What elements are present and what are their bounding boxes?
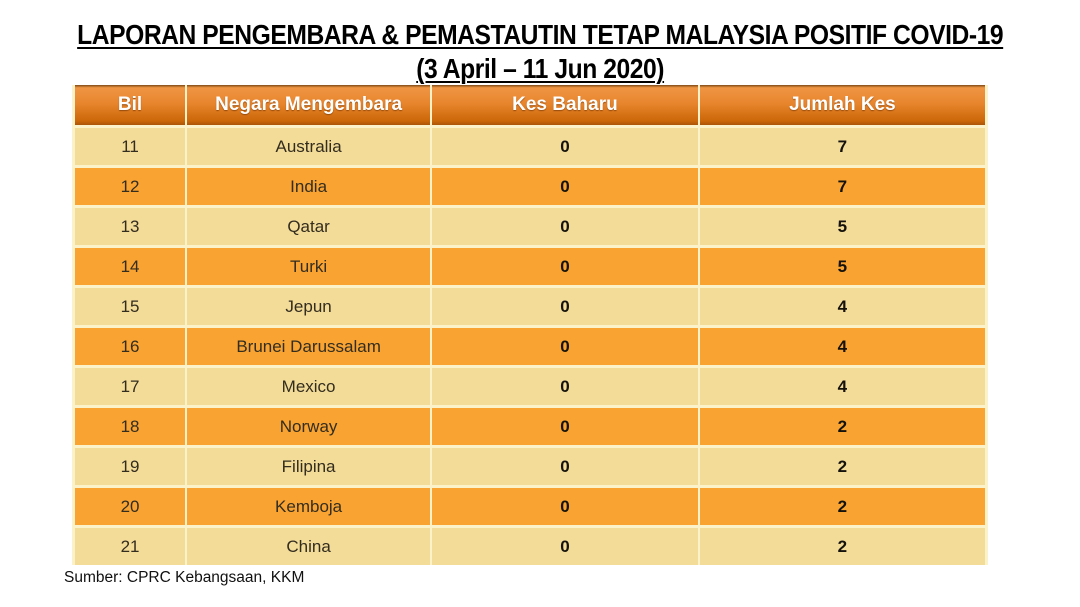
cell-jumlah-kes: 4 (699, 368, 985, 405)
cell-kes-baharu: 0 (432, 408, 698, 445)
table-row: 17 Mexico 0 4 (75, 368, 985, 405)
table-row: 16 Brunei Darussalam 0 4 (75, 328, 985, 365)
cell-kes-baharu: 0 (432, 168, 698, 205)
cell-jumlah-kes: 5 (699, 248, 985, 285)
column-header-jumlah-kes: Jumlah Kes (699, 85, 985, 125)
cell-bil: 12 (75, 168, 186, 205)
cell-kes-baharu: 0 (432, 208, 698, 245)
cell-jumlah-kes: 4 (699, 288, 985, 325)
cell-negara: Norway (187, 408, 431, 445)
cell-jumlah-kes: 2 (699, 528, 985, 565)
table-row: 11 Australia 0 7 (75, 128, 985, 165)
cell-kes-baharu: 0 (432, 448, 698, 485)
cell-jumlah-kes: 2 (699, 408, 985, 445)
cell-bil: 14 (75, 248, 186, 285)
cell-kes-baharu: 0 (432, 528, 698, 565)
column-header-negara: Negara Mengembara (187, 85, 431, 125)
cell-kes-baharu: 0 (432, 488, 698, 525)
cell-negara: India (187, 168, 431, 205)
cell-negara: China (187, 528, 431, 565)
table-row: 18 Norway 0 2 (75, 408, 985, 445)
page-title: LAPORAN PENGEMBARA & PEMASTAUTIN TETAP M… (0, 18, 1080, 86)
cell-jumlah-kes: 5 (699, 208, 985, 245)
cell-kes-baharu: 0 (432, 288, 698, 325)
cell-bil: 15 (75, 288, 186, 325)
title-line-1: LAPORAN PENGEMBARA & PEMASTAUTIN TETAP M… (76, 19, 1004, 50)
cell-bil: 16 (75, 328, 186, 365)
cell-negara: Turki (187, 248, 431, 285)
cell-negara: Mexico (187, 368, 431, 405)
cell-bil: 13 (75, 208, 186, 245)
cell-negara: Australia (187, 128, 431, 165)
cell-bil: 17 (75, 368, 186, 405)
cell-jumlah-kes: 2 (699, 488, 985, 525)
cell-negara: Jepun (187, 288, 431, 325)
table-row: 12 India 0 7 (75, 168, 985, 205)
page-title-block: LAPORAN PENGEMBARA & PEMASTAUTIN TETAP M… (77, 18, 1003, 86)
source-note: Sumber: CPRC Kebangsaan, KKM (64, 569, 305, 586)
cell-jumlah-kes: 7 (699, 128, 985, 165)
covid-cases-table: Bil Negara Mengembara Kes Baharu Jumlah … (72, 85, 988, 565)
cell-bil: 19 (75, 448, 186, 485)
column-header-kes-baharu: Kes Baharu (432, 85, 698, 125)
table-row: 14 Turki 0 5 (75, 248, 985, 285)
cell-negara: Brunei Darussalam (187, 328, 431, 365)
cell-jumlah-kes: 4 (699, 328, 985, 365)
cell-kes-baharu: 0 (432, 248, 698, 285)
table-row: 21 China 0 2 (75, 528, 985, 565)
cell-negara: Kemboja (187, 488, 431, 525)
table-row: 19 Filipina 0 2 (75, 448, 985, 485)
column-header-bil: Bil (75, 85, 186, 125)
cell-kes-baharu: 0 (432, 368, 698, 405)
cell-bil: 21 (75, 528, 186, 565)
cell-bil: 18 (75, 408, 186, 445)
cell-kes-baharu: 0 (432, 328, 698, 365)
cell-bil: 11 (75, 128, 186, 165)
cell-negara: Filipina (187, 448, 431, 485)
cell-jumlah-kes: 7 (699, 168, 985, 205)
cell-jumlah-kes: 2 (699, 448, 985, 485)
table-row: 20 Kemboja 0 2 (75, 488, 985, 525)
cell-kes-baharu: 0 (432, 128, 698, 165)
table-row: 15 Jepun 0 4 (75, 288, 985, 325)
table-header-row: Bil Negara Mengembara Kes Baharu Jumlah … (75, 85, 985, 125)
cell-bil: 20 (75, 488, 186, 525)
table-row: 13 Qatar 0 5 (75, 208, 985, 245)
cell-negara: Qatar (187, 208, 431, 245)
title-line-2: (3 April – 11 Jun 2020) (416, 53, 664, 85)
